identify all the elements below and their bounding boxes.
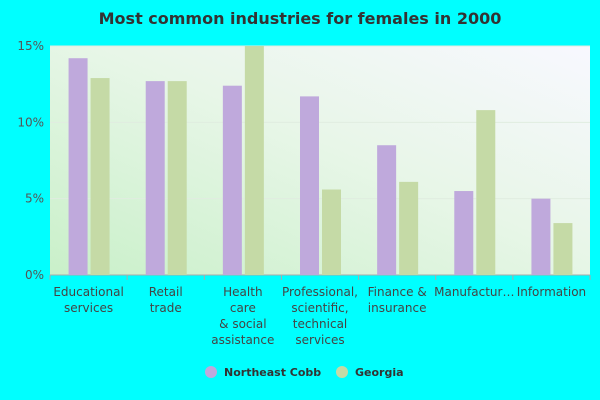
bar (322, 189, 341, 275)
legend-label: Northeast Cobb (224, 366, 321, 379)
legend-marker (205, 366, 217, 378)
bar (553, 223, 573, 275)
chart-title: Most common industries for females in 20… (99, 9, 502, 28)
bar (244, 46, 264, 275)
bar (476, 110, 496, 276)
bar (454, 191, 474, 275)
bar (399, 181, 419, 275)
bar (68, 58, 88, 275)
y-tick-label: 10% (17, 115, 44, 129)
bar (222, 85, 242, 276)
bar (145, 81, 165, 275)
y-tick-label: 5% (25, 192, 44, 206)
x-tick-label: Educational services (53, 285, 123, 315)
y-tick-label: 15% (17, 39, 44, 53)
x-tick-label: Manufactur… (434, 285, 514, 299)
x-tick-label: Information (517, 285, 586, 299)
bar (167, 81, 187, 275)
x-tick-label: Health care & social assistance (211, 285, 274, 347)
plot-area (50, 46, 590, 275)
x-tick-label: Finance & insurance (368, 285, 427, 315)
legend-marker (336, 366, 348, 378)
bar (377, 145, 397, 275)
bar (531, 198, 551, 275)
bar (300, 96, 319, 275)
legend-label: Georgia (355, 366, 404, 379)
x-tick-label: Retail trade (149, 285, 183, 315)
bar (90, 78, 110, 275)
x-tick-label: Professional, scientific, technical service… (282, 285, 358, 347)
y-tick-label: 0% (25, 268, 44, 282)
